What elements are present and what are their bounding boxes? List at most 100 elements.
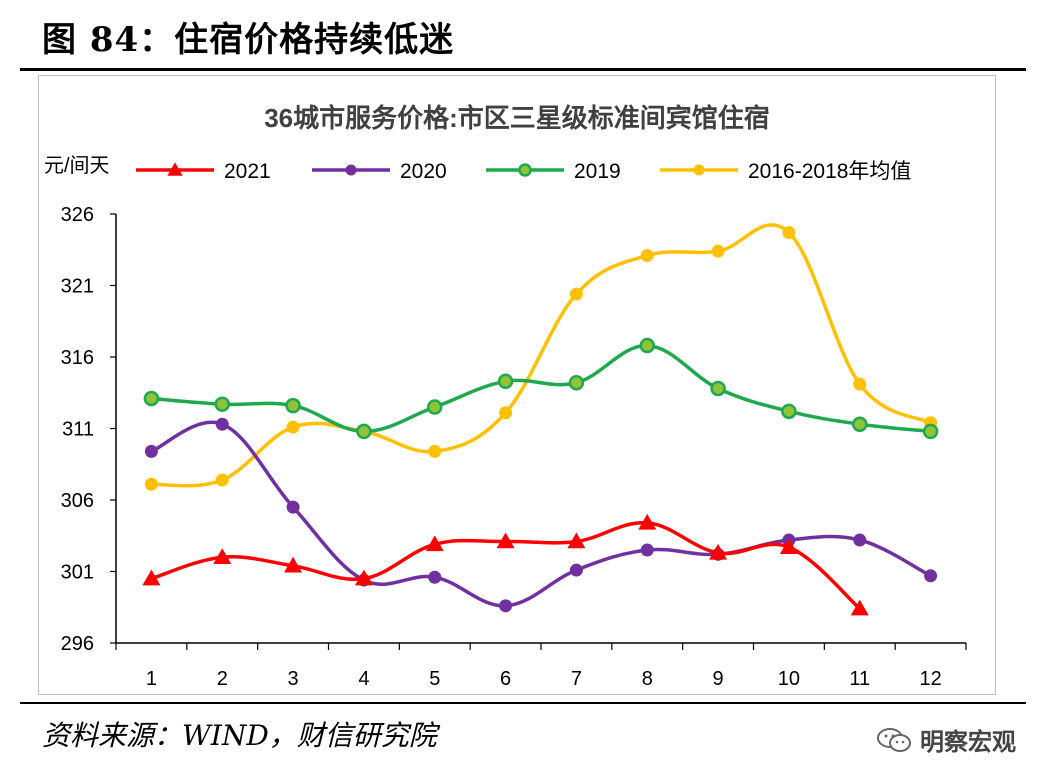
legend-label: 2019 — [574, 160, 621, 183]
data-point — [142, 569, 161, 586]
series-2016-2018年均值 — [144, 223, 938, 491]
data-point — [567, 532, 586, 549]
data-point — [782, 226, 796, 240]
watermark: 明察宏观 — [876, 722, 1016, 757]
data-point — [144, 477, 158, 491]
x-tick-label: 1 — [146, 668, 157, 690]
legend-marker — [345, 164, 357, 176]
wechat-icon — [877, 727, 911, 752]
legend-item-2020: 2020 — [312, 160, 447, 183]
data-point — [356, 423, 372, 440]
series-2019 — [143, 337, 939, 440]
source-note: 资料来源：WIND，财信研究院 — [42, 719, 437, 752]
data-point — [143, 390, 160, 407]
data-point — [710, 380, 726, 397]
x-tick-label: 6 — [500, 668, 511, 690]
data-point — [427, 399, 443, 415]
data-point — [850, 599, 869, 616]
data-point — [425, 535, 444, 552]
data-point — [354, 569, 373, 586]
y-tick-label: 301 — [61, 562, 94, 584]
data-point — [428, 444, 442, 458]
data-point — [781, 403, 797, 420]
data-point — [286, 500, 300, 514]
data-point — [852, 416, 868, 432]
x-tick-label: 4 — [358, 668, 369, 690]
marker-ring — [214, 396, 230, 412]
chart-title: 36城市服务价格:市区三星级标准间宾馆住宿 — [264, 103, 770, 133]
data-point — [286, 420, 300, 434]
x-tick-label: 2 — [217, 668, 228, 690]
bottom-divider — [20, 702, 1026, 704]
marker-ring — [518, 163, 532, 177]
marker-ring — [781, 403, 797, 420]
x-tick-label: 12 — [919, 668, 941, 690]
data-point — [569, 287, 583, 301]
y-tick-label: 321 — [61, 276, 94, 298]
x-tick-label: 8 — [642, 668, 653, 690]
x-tick-label: 10 — [778, 668, 800, 690]
x-tick-label: 7 — [571, 668, 582, 690]
data-point — [569, 563, 583, 577]
x-tick-label: 9 — [713, 668, 724, 690]
marker-ring — [568, 374, 585, 391]
data-point — [428, 570, 442, 584]
legend-label: 2021 — [224, 160, 271, 183]
series-2021 — [142, 513, 869, 616]
data-point — [709, 543, 728, 560]
data-point — [640, 248, 654, 262]
x-tick-label: 11 — [849, 668, 870, 690]
data-point — [499, 406, 513, 420]
legend-item-2016-2018年均值: 2016-2018年均值 — [660, 160, 911, 183]
data-point — [568, 374, 585, 391]
legend: 2021 2020 2019 2016-2018年均值 — [136, 160, 911, 183]
data-point — [214, 396, 230, 412]
series-line — [149, 223, 933, 488]
y-axis-unit-label: 元/间天 — [44, 154, 110, 177]
data-point — [853, 533, 867, 547]
top-divider — [20, 68, 1026, 71]
data-point — [496, 532, 515, 549]
series-layer — [142, 223, 939, 616]
y-tick-label: 316 — [61, 347, 94, 369]
series-line — [149, 420, 933, 608]
figure-title: 图 84：住宿价格持续低迷 — [42, 20, 455, 60]
chart-frame — [38, 75, 996, 695]
legend-label: 2016-2018年均值 — [748, 160, 911, 183]
marker-ring — [852, 416, 868, 432]
data-point — [284, 556, 303, 573]
data-point — [215, 417, 229, 431]
marker-ring — [639, 337, 655, 354]
data-point — [144, 444, 158, 458]
data-point — [499, 599, 513, 613]
legend-item-2021: 2021 — [136, 160, 271, 183]
y-tick-label: 296 — [61, 633, 94, 655]
watermark-text: 明察宏观 — [920, 728, 1016, 756]
data-point — [779, 538, 798, 554]
legend-marker — [518, 163, 532, 177]
marker-ring — [710, 380, 726, 397]
marker-ring — [922, 423, 939, 440]
x-tick-label: 3 — [288, 668, 299, 690]
legend-label: 2020 — [400, 160, 447, 183]
marker-ring — [285, 397, 301, 414]
marker-ring — [143, 390, 160, 407]
legend-item-2019: 2019 — [486, 160, 621, 183]
legend-marker — [693, 164, 705, 176]
y-tick-label: 311 — [62, 419, 94, 441]
series-line — [149, 343, 933, 434]
data-point — [638, 513, 657, 530]
x-tick-label: 5 — [429, 668, 440, 690]
marker-ring — [356, 423, 372, 440]
data-point — [497, 373, 514, 390]
data-point — [853, 377, 867, 391]
data-point — [922, 423, 939, 440]
legend-marker — [167, 162, 183, 176]
data-point — [215, 473, 229, 487]
data-point — [639, 337, 655, 354]
marker-ring — [427, 399, 443, 415]
y-tick-label: 306 — [61, 490, 94, 512]
data-point — [711, 244, 725, 258]
